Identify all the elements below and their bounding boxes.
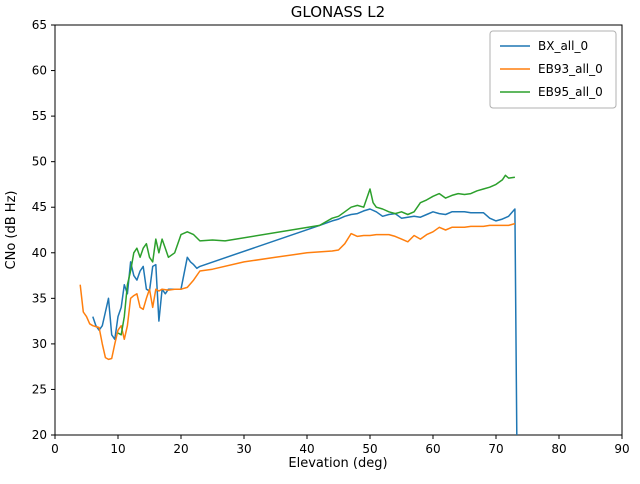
y-tick-label: 20 xyxy=(32,428,47,442)
series-line-BX_all_0 xyxy=(92,208,518,436)
x-tick-label: 10 xyxy=(110,442,125,456)
x-tick-label: 70 xyxy=(488,442,503,456)
x-tick-label: 60 xyxy=(425,442,440,456)
x-tick-label: 0 xyxy=(51,442,59,456)
x-tick-label: 90 xyxy=(614,442,629,456)
y-tick-label: 40 xyxy=(32,246,47,260)
series-line-EB93_all_0 xyxy=(79,222,516,361)
legend-box xyxy=(489,30,617,109)
x-tick-label: 30 xyxy=(236,442,251,456)
y-tick-label: 45 xyxy=(32,200,47,214)
x-tick-label: 50 xyxy=(362,442,377,456)
legend-item-label: EB95_all_0 xyxy=(538,85,603,99)
y-tick-label: 35 xyxy=(32,291,47,305)
plot-layer: 0 10 20 30 40 50 60 70 80 90 20 25 30 35 40 45 50 55 60 65 B… xyxy=(32,18,630,456)
y-axis-label: CNo (dB Hz) xyxy=(4,191,19,270)
chart-title: GLONASS L2 xyxy=(291,3,385,21)
x-tick-label: 40 xyxy=(299,442,314,456)
series-line-EB95_all_0 xyxy=(117,174,516,336)
legend-item-label: EB93_all_0 xyxy=(538,62,603,76)
y-tick-label: 50 xyxy=(32,155,47,169)
y-tick-label: 25 xyxy=(32,382,47,396)
plot-frame xyxy=(54,24,623,436)
x-axis-label: Elevation (deg) xyxy=(288,456,387,471)
y-tick-label: 30 xyxy=(32,337,47,351)
y-tick-label: 65 xyxy=(32,18,47,32)
y-tick-label: 60 xyxy=(32,64,47,78)
x-tick-label: 20 xyxy=(173,442,188,456)
legend-item-label: BX_all_0 xyxy=(538,39,588,53)
x-tick-label: 80 xyxy=(551,442,566,456)
y-tick-label: 55 xyxy=(32,109,47,123)
